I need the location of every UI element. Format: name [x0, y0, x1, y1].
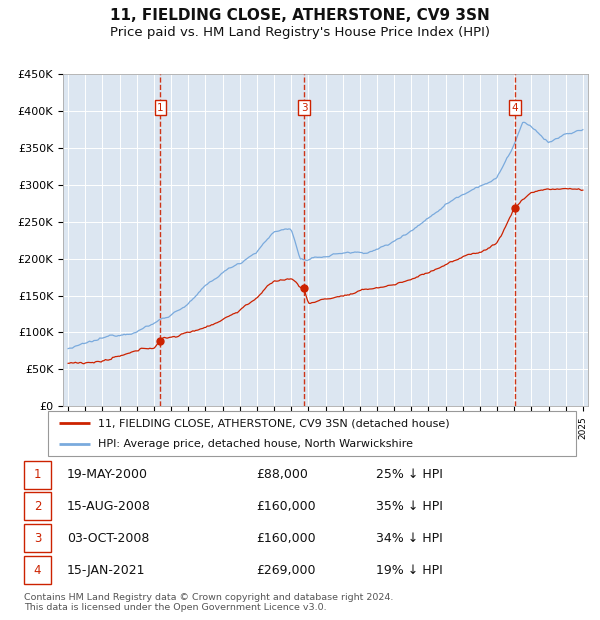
- Text: Contains HM Land Registry data © Crown copyright and database right 2024.
This d: Contains HM Land Registry data © Crown c…: [24, 593, 394, 612]
- Text: 34% ↓ HPI: 34% ↓ HPI: [376, 532, 443, 545]
- Text: 19-MAY-2000: 19-MAY-2000: [67, 468, 148, 481]
- Text: 1: 1: [157, 102, 164, 113]
- Text: £160,000: £160,000: [256, 500, 316, 513]
- Text: 15-JAN-2021: 15-JAN-2021: [67, 564, 145, 577]
- Text: £88,000: £88,000: [256, 468, 308, 481]
- Text: 4: 4: [512, 102, 518, 113]
- FancyBboxPatch shape: [24, 492, 52, 520]
- FancyBboxPatch shape: [24, 461, 52, 489]
- Text: 11, FIELDING CLOSE, ATHERSTONE, CV9 3SN: 11, FIELDING CLOSE, ATHERSTONE, CV9 3SN: [110, 7, 490, 23]
- FancyBboxPatch shape: [24, 525, 52, 552]
- FancyBboxPatch shape: [24, 556, 52, 584]
- Text: 35% ↓ HPI: 35% ↓ HPI: [376, 500, 443, 513]
- Text: 4: 4: [34, 564, 41, 577]
- Text: 19% ↓ HPI: 19% ↓ HPI: [376, 564, 443, 577]
- Text: £160,000: £160,000: [256, 532, 316, 545]
- Text: 3: 3: [301, 102, 307, 113]
- Text: HPI: Average price, detached house, North Warwickshire: HPI: Average price, detached house, Nort…: [98, 438, 413, 449]
- FancyBboxPatch shape: [48, 411, 576, 456]
- Text: Price paid vs. HM Land Registry's House Price Index (HPI): Price paid vs. HM Land Registry's House …: [110, 26, 490, 39]
- Text: 03-OCT-2008: 03-OCT-2008: [67, 532, 149, 545]
- Text: 25% ↓ HPI: 25% ↓ HPI: [376, 468, 443, 481]
- Text: 3: 3: [34, 532, 41, 545]
- Text: £269,000: £269,000: [256, 564, 316, 577]
- Text: 11, FIELDING CLOSE, ATHERSTONE, CV9 3SN (detached house): 11, FIELDING CLOSE, ATHERSTONE, CV9 3SN …: [98, 418, 450, 428]
- Text: 2: 2: [34, 500, 41, 513]
- Text: 1: 1: [34, 468, 41, 481]
- Text: 15-AUG-2008: 15-AUG-2008: [67, 500, 151, 513]
